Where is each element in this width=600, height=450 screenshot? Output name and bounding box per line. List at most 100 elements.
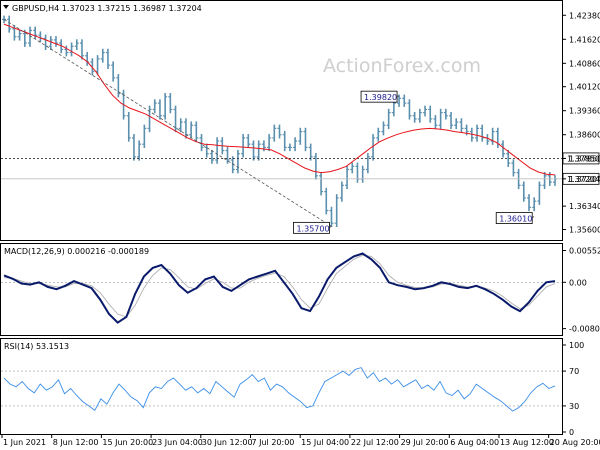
price-bar: [100, 48, 105, 63]
price-bar: [428, 105, 433, 123]
x-tick-label: 6 Aug 04:00: [450, 438, 499, 447]
price-tick-label: 1.37204: [569, 175, 600, 184]
price-bar: [511, 159, 516, 177]
price-callout-leader: [329, 226, 332, 228]
price-tick-label: 1.37850: [569, 154, 600, 163]
price-bar: [90, 58, 95, 76]
price-bar: [376, 127, 381, 142]
price-bar: [480, 124, 485, 142]
price-panel[interactable]: ActionForex.com 1.39820 1.35700 1.36010 1.3…: [0, 0, 600, 241]
x-tick-label: 8 Jun 12:00: [53, 438, 99, 447]
price-tick-label: 1.35600: [569, 226, 600, 235]
x-tick-label: 22 Jul 12:00: [351, 438, 399, 447]
price-bar: [235, 149, 240, 174]
macd-tick-label: 0.00: [569, 278, 587, 287]
symbol-label: GBPUSD,H4 1.37023 1.37215 1.36987 1.3720…: [12, 4, 202, 13]
price-bar: [454, 118, 459, 130]
price-bar: [407, 99, 412, 120]
price-bar: [267, 134, 272, 152]
price-bar: [251, 140, 256, 161]
price-bar: [287, 143, 292, 152]
price-bar: [204, 143, 209, 158]
macd-signal-line: [3, 254, 556, 318]
price-bar: [459, 118, 464, 133]
price-bar: [22, 29, 27, 47]
rsi-gridlines: [1, 370, 562, 407]
x-tick-label: 29 Jul 20:00: [401, 438, 449, 447]
price-bar: [79, 39, 84, 60]
price-bar: [532, 197, 537, 212]
price-bar: [142, 124, 147, 148]
price-tick-label: 1.40120: [569, 83, 600, 92]
price-level-label: 1.37850: [567, 154, 600, 163]
price-callout-box: [293, 221, 330, 234]
price-tick-label: 1.40860: [569, 59, 600, 68]
price-bar: [521, 181, 526, 202]
price-bar: [7, 15, 12, 33]
price-bar: [527, 194, 532, 212]
price-bar: [199, 134, 204, 152]
price-bar: [501, 140, 506, 158]
price-bar: [111, 61, 116, 82]
price-callout-label: 1.39820: [364, 93, 397, 102]
price-bar: [443, 108, 448, 120]
price-bar: [397, 94, 402, 107]
price-bar: [152, 99, 157, 114]
x-tick-label: 15 Jun 20:00: [102, 438, 153, 447]
rsi-line-path: [3, 367, 556, 412]
price-bar: [74, 39, 79, 51]
price-bar: [178, 118, 183, 133]
x-tick-label: 1 Jun 2021: [3, 438, 46, 447]
price-bar: [126, 111, 131, 142]
price-y-axis: 1.42380 1.41620 1.40860 1.40120 1.39360 1.386…: [562, 11, 600, 235]
price-callout-box: [495, 212, 533, 224]
price-bar: [282, 130, 287, 152]
price-bar: [256, 140, 261, 161]
price-bar: [241, 134, 246, 158]
price-bar: [17, 29, 22, 41]
price-bar: [334, 194, 339, 227]
x-tick-label: 7 Jul 20:00: [251, 438, 294, 447]
macd-label: MACD(12,26,9) 0.000216 -0.000189: [4, 247, 149, 256]
price-bar: [339, 181, 344, 202]
price-tick-label: 1.38600: [569, 131, 600, 140]
ma-line-path: [3, 23, 556, 176]
price-tick-label: 1.36340: [569, 202, 600, 211]
moving-average-line: [3, 23, 556, 176]
price-bar: [225, 146, 230, 164]
price-callout-leader: [532, 216, 535, 218]
price-bar: [542, 172, 547, 190]
price-bar: [189, 121, 194, 139]
macd-main-line: [3, 252, 556, 324]
price-bar: [324, 187, 329, 215]
rsi-tick-label: 100: [569, 341, 584, 350]
price-bar: [537, 181, 542, 205]
price-bar: [157, 99, 162, 120]
rsi-tick-label: 0: [569, 428, 574, 437]
rsi-tick-label: 30: [569, 402, 579, 411]
rsi-tick-label: 70: [569, 367, 579, 376]
x-tick-label: 20 Aug 20:00: [550, 438, 600, 447]
price-bar: [168, 93, 173, 114]
rsi-line: [3, 367, 556, 412]
price-bar: [215, 137, 220, 164]
price-bar: [163, 93, 168, 120]
price-bar: [137, 140, 142, 161]
price-bar: [131, 134, 136, 161]
price-bar: [298, 127, 303, 145]
price-bar: [365, 153, 370, 174]
macd-tick-label: 0.00552: [569, 246, 600, 255]
price-bar: [209, 149, 214, 164]
price-bar: [386, 108, 391, 130]
macd-panel[interactable]: 0.00552 0.00 -0.00804 MACD(12,26,9) 0.0002…: [0, 243, 600, 336]
macd-tick-label: -0.00804: [569, 325, 600, 334]
watermark: ActionForex.com: [323, 55, 481, 77]
price-bar: [293, 137, 298, 152]
rsi-panel[interactable]: 100 70 30 0 RSI(14) 53.1513: [0, 338, 585, 438]
price-bars: [2, 15, 557, 227]
price-bar: [48, 36, 53, 51]
collapse-arrow-icon[interactable]: [3, 5, 9, 9]
price-bar: [469, 127, 474, 142]
price-bar: [449, 111, 454, 130]
